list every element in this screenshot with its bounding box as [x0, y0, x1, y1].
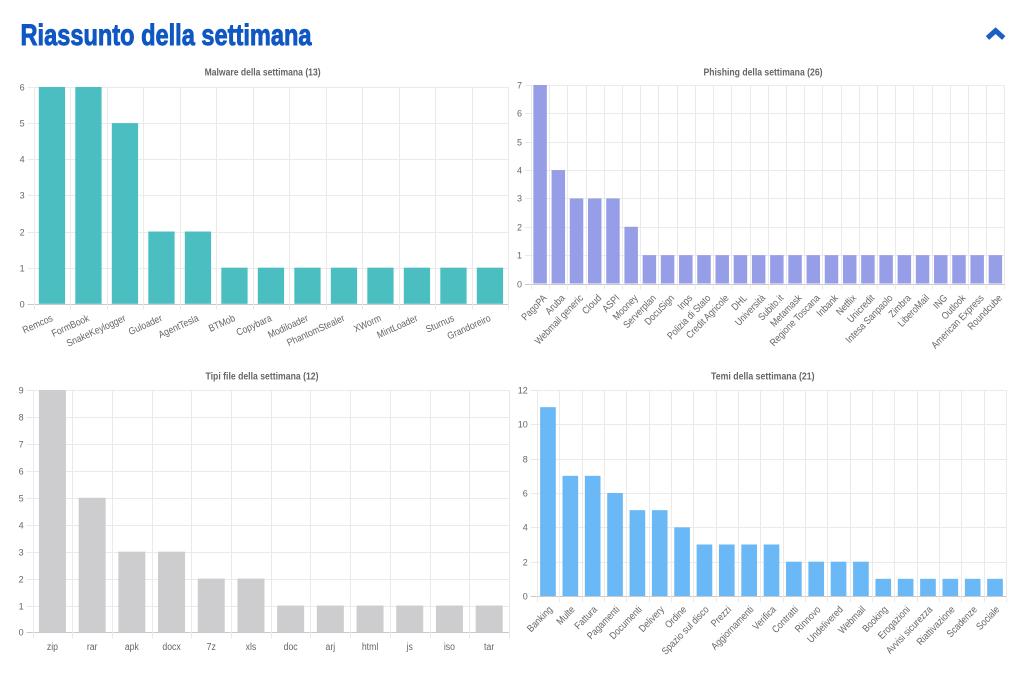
svg-text:0: 0 — [20, 300, 25, 310]
svg-text:10: 10 — [518, 420, 528, 430]
svg-text:0: 0 — [19, 628, 24, 638]
svg-text:Delivery: Delivery — [637, 604, 667, 634]
svg-text:iso: iso — [444, 642, 456, 653]
svg-text:5: 5 — [19, 494, 24, 504]
svg-text:7: 7 — [517, 81, 522, 91]
svg-text:12: 12 — [518, 386, 528, 396]
svg-text:tar: tar — [484, 642, 495, 653]
svg-text:8: 8 — [523, 455, 528, 465]
svg-text:Riassunto della settimana: Riassunto della settimana — [21, 19, 312, 52]
svg-text:rar: rar — [87, 642, 98, 653]
svg-text:3: 3 — [517, 194, 522, 204]
svg-text:2: 2 — [523, 558, 528, 568]
svg-text:Banking: Banking — [525, 604, 555, 634]
svg-text:BTMob: BTMob — [207, 313, 237, 335]
svg-text:2: 2 — [19, 575, 24, 585]
svg-text:6: 6 — [19, 467, 24, 477]
svg-text:Tipi file della settimana (12): Tipi file della settimana (12) — [206, 372, 319, 383]
svg-text:6: 6 — [517, 109, 522, 119]
svg-text:docx: docx — [162, 642, 180, 653]
svg-text:1: 1 — [20, 264, 25, 274]
svg-text:Remcos: Remcos — [21, 313, 55, 336]
svg-text:html: html — [362, 642, 378, 653]
svg-text:6: 6 — [523, 489, 528, 499]
svg-text:doc: doc — [284, 642, 298, 653]
svg-text:5: 5 — [20, 119, 25, 129]
svg-text:zip: zip — [47, 642, 59, 653]
svg-text:7: 7 — [19, 440, 24, 450]
svg-text:2: 2 — [517, 223, 522, 233]
svg-text:Phishing della settimana (26): Phishing della settimana (26) — [704, 68, 823, 79]
svg-text:xls: xls — [246, 642, 257, 653]
svg-text:4: 4 — [20, 155, 25, 165]
svg-text:0: 0 — [523, 592, 528, 602]
svg-text:0: 0 — [517, 280, 522, 290]
svg-text:1: 1 — [19, 602, 24, 612]
svg-text:AgentTesla: AgentTesla — [157, 313, 201, 341]
svg-text:7z: 7z — [207, 642, 216, 653]
svg-text:6: 6 — [20, 83, 25, 93]
svg-text:2: 2 — [20, 228, 25, 238]
svg-text:4: 4 — [19, 521, 24, 531]
svg-text:apk: apk — [125, 642, 140, 653]
svg-text:4: 4 — [517, 166, 522, 176]
svg-text:Cloud: Cloud — [580, 293, 604, 317]
svg-text:3: 3 — [19, 548, 24, 558]
svg-text:js: js — [406, 642, 413, 653]
svg-text:9: 9 — [19, 386, 24, 396]
svg-text:1: 1 — [517, 251, 522, 261]
svg-text:Temi della settimana (21): Temi della settimana (21) — [711, 372, 815, 383]
svg-text:Sociale: Sociale — [974, 604, 1002, 632]
svg-text:3: 3 — [20, 191, 25, 201]
svg-text:Malware della settimana (13): Malware della settimana (13) — [205, 68, 321, 79]
svg-text:8: 8 — [19, 413, 24, 423]
svg-text:4: 4 — [523, 523, 528, 533]
svg-text:MintLoader: MintLoader — [376, 313, 421, 341]
svg-text:5: 5 — [517, 138, 522, 148]
svg-text:arj: arj — [326, 642, 336, 653]
